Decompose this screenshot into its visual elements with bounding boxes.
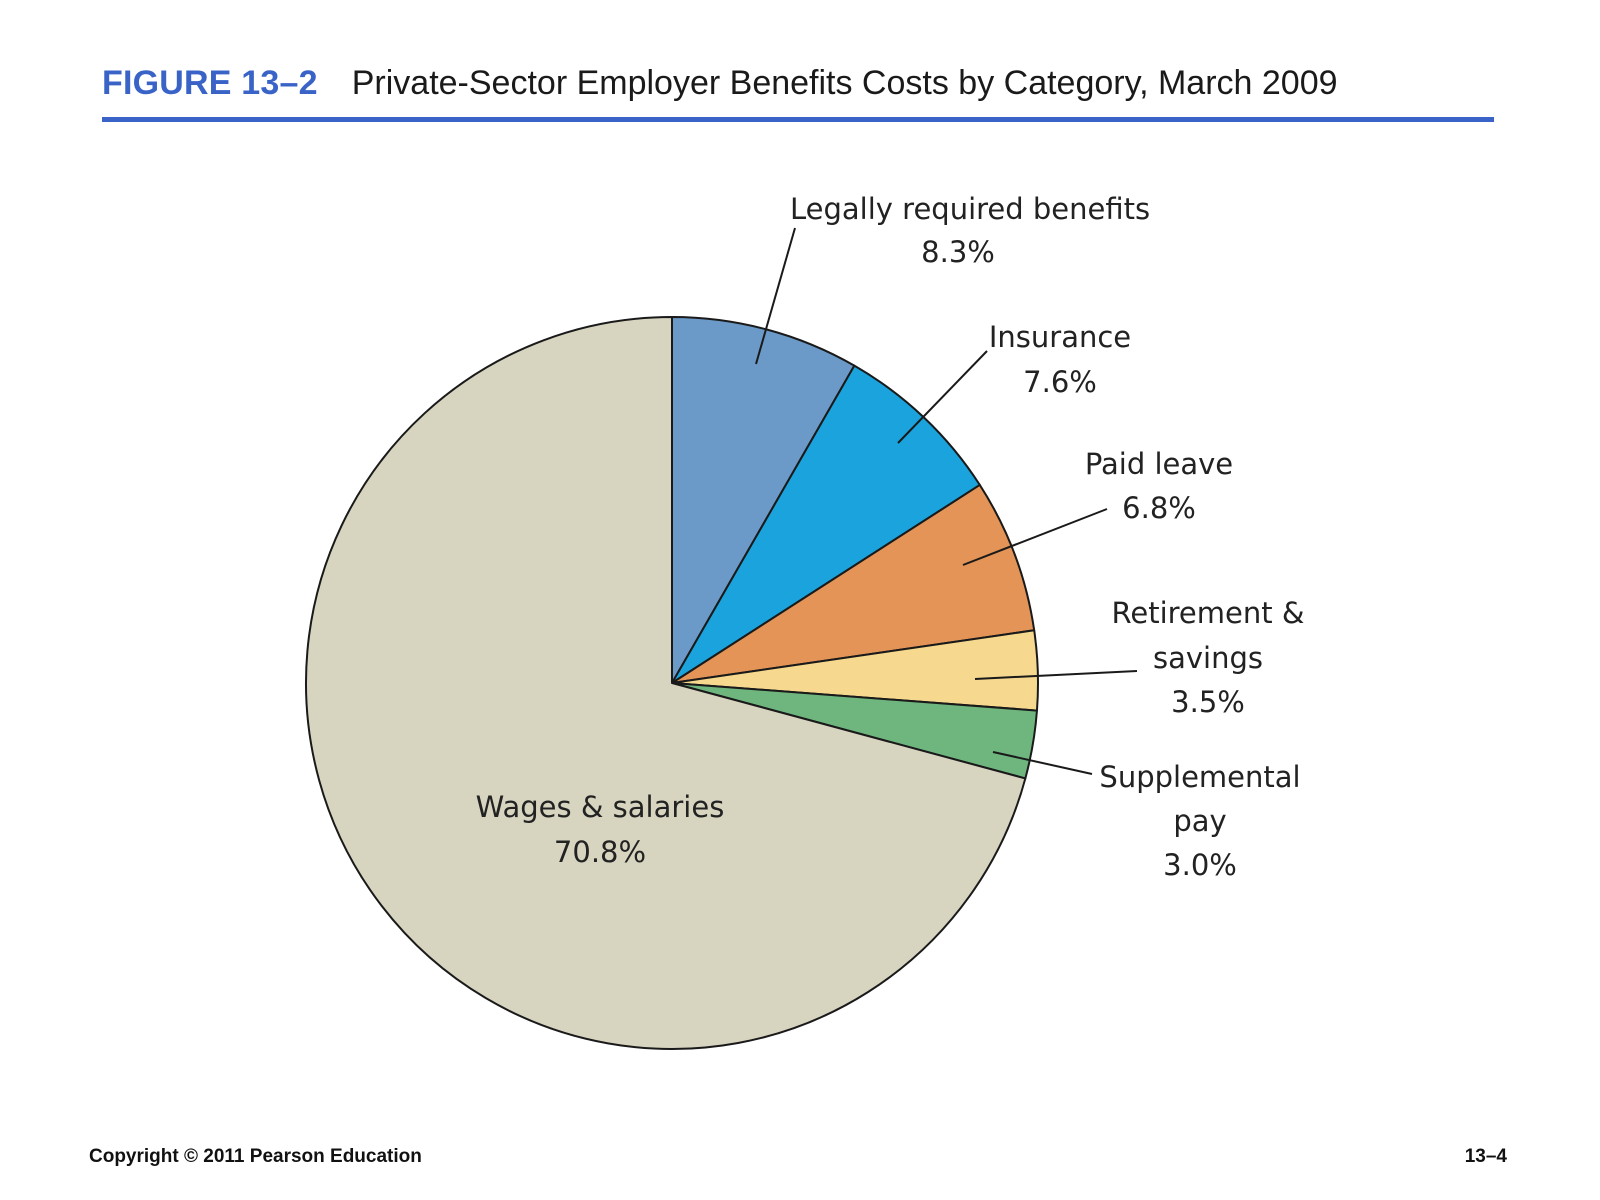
slice-value-supplemental-pay: 3.0% — [1163, 848, 1237, 882]
leader-line-paid-leave — [962, 508, 1108, 566]
copyright-text: Copyright © 2011 Pearson Education — [89, 1146, 422, 1167]
slice-value-paid-leave: 6.8% — [1122, 491, 1196, 525]
slice-label-paid-leave-0: Paid leave — [1085, 447, 1233, 481]
slice-label-insurance-0: Insurance — [989, 320, 1131, 354]
figure-header: FIGURE 13–2 Private-Sector Employer Benef… — [102, 64, 1494, 103]
leader-line-legally-required-benefits — [755, 227, 796, 365]
pie-slice-paid-leave — [671, 483, 1036, 684]
figure-number: FIGURE 13–2 — [102, 64, 318, 102]
slice-value-retirement-and-savings: 3.5% — [1171, 685, 1245, 719]
figure-title: Private-Sector Employer Benefits Costs b… — [351, 64, 1338, 102]
pie-slice-wages-and-salaries — [305, 316, 1027, 1050]
slice-value-wages-and-salaries: 70.8% — [554, 835, 646, 869]
slice-value-insurance: 7.6% — [1023, 365, 1097, 399]
leader-line-supplemental-pay — [992, 751, 1093, 775]
leader-line-retirement-and-savings — [974, 670, 1138, 680]
slice-label-legally-required-benefits-0: Legally required benefits — [790, 192, 1150, 226]
slice-value-legally-required-benefits: 8.3% — [921, 235, 995, 269]
slice-label-supplemental-pay-0: Supplemental — [1099, 760, 1300, 794]
leader-line-insurance — [897, 350, 988, 444]
slice-label-wages-and-salaries-0: Wages & salaries — [476, 790, 725, 824]
pie-slice-insurance — [671, 364, 981, 684]
slice-label-supplemental-pay-1: pay — [1173, 804, 1226, 838]
slice-label-retirement-and-savings-0: Retirement & — [1112, 596, 1305, 630]
slice-label-retirement-and-savings-1: savings — [1153, 641, 1263, 675]
page-number: 13–4 — [1464, 1146, 1507, 1167]
header-rule — [102, 117, 1494, 122]
